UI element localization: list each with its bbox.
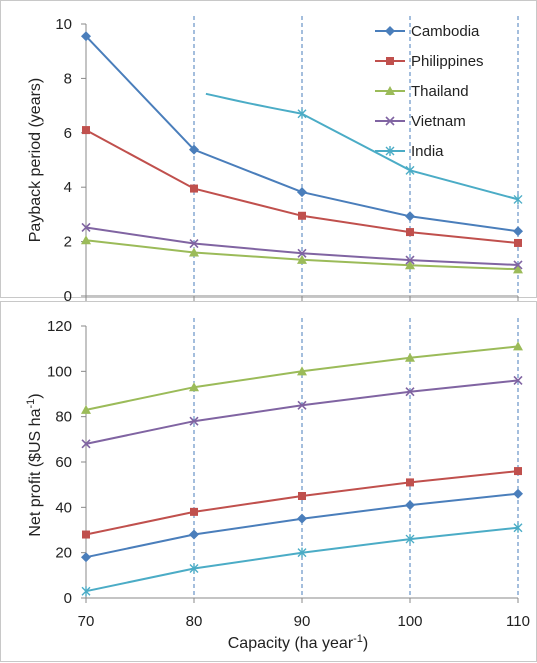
y-tick-label: 2 — [64, 234, 72, 251]
y-tick-label: 120 — [47, 318, 72, 335]
data-point-cambodia — [513, 488, 523, 499]
data-point-india — [297, 547, 307, 558]
top-panel-border — [0, 0, 537, 298]
x-tick-label: 80 — [186, 613, 203, 630]
top-y-axis-title: Payback period (years) — [27, 78, 44, 243]
y-tick-label: 40 — [55, 499, 72, 516]
data-point-thailand — [513, 341, 523, 351]
data-point-india — [405, 165, 415, 176]
data-point-india — [405, 534, 415, 545]
data-point-cambodia — [189, 144, 199, 155]
y-tick-label: 80 — [55, 409, 72, 426]
x-tick-label: 90 — [294, 613, 311, 630]
legend-marker-cambodia — [385, 26, 395, 36]
y-tick-label: 0 — [64, 288, 72, 305]
data-point-vietnam — [405, 387, 415, 397]
data-point-vietnam — [297, 248, 307, 258]
data-point-cambodia — [297, 513, 307, 524]
data-point-vietnam — [81, 439, 91, 449]
legend-label-india: India — [411, 143, 444, 160]
x-tick-label: 100 — [397, 613, 422, 630]
y-tick-label: 8 — [64, 70, 72, 87]
bottom-panel-border — [0, 301, 537, 662]
data-point-philippines — [298, 492, 306, 500]
data-point-philippines — [82, 126, 90, 135]
y-tick-label: 0 — [64, 590, 72, 607]
data-point-thailand — [189, 247, 199, 257]
data-point-cambodia — [81, 31, 91, 42]
data-point-vietnam — [189, 416, 199, 426]
data-point-vietnam — [81, 222, 91, 233]
data-point-india — [189, 563, 199, 574]
data-point-thailand — [405, 352, 415, 362]
y-tick-label: 4 — [64, 179, 72, 196]
data-point-india — [513, 522, 523, 533]
y-tick-label: 60 — [55, 454, 72, 471]
legend-marker-vietnam — [385, 116, 395, 126]
data-point-india — [297, 108, 307, 119]
data-point-vietnam — [189, 238, 199, 249]
data-point-cambodia — [297, 187, 307, 198]
data-point-philippines — [298, 211, 306, 220]
data-point-thailand — [513, 264, 523, 274]
data-point-india — [513, 194, 523, 205]
data-point-cambodia — [405, 500, 415, 511]
x-axis-title: Capacity (ha year-1) — [228, 633, 369, 652]
data-point-vietnam — [297, 400, 307, 410]
data-point-thailand — [81, 404, 91, 414]
legend-marker-thailand — [385, 86, 395, 95]
legend-label-cambodia: Cambodia — [411, 23, 480, 40]
x-tick-label: 70 — [78, 613, 95, 630]
legend-marker-philippines — [386, 57, 394, 65]
y-tick-label: 100 — [47, 363, 72, 380]
data-point-cambodia — [81, 552, 91, 563]
series-line-india — [205, 92, 519, 201]
y-tick-label: 20 — [55, 545, 72, 562]
data-point-philippines — [82, 530, 90, 539]
legend-label-philippines: Philippines — [411, 53, 484, 70]
y-tick-label: 10 — [55, 16, 72, 33]
payback-period-chart: Payback period (years) 0 2 4 6 8 10 Cambodia Ph… — [27, 16, 523, 305]
data-point-thailand — [189, 382, 199, 392]
y-tick-label: 6 — [64, 125, 72, 142]
data-point-thailand — [81, 235, 91, 245]
bottom-y-axis-title: Net profit ($US ha-1) — [25, 393, 44, 536]
legend-label-vietnam: Vietnam — [411, 113, 466, 130]
legend-marker-india — [385, 146, 395, 156]
data-point-philippines — [190, 184, 198, 193]
x-tick-label: 110 — [506, 613, 530, 630]
data-point-cambodia — [189, 529, 199, 540]
legend-label-thailand: Thailand — [411, 83, 469, 100]
net-profit-chart: Net profit ($US ha-1) Capacity (ha year-… — [25, 318, 530, 652]
data-point-vietnam — [513, 375, 523, 385]
data-point-thailand — [297, 366, 307, 376]
data-point-cambodia — [405, 211, 415, 222]
data-point-india — [81, 586, 91, 597]
data-point-thailand — [297, 254, 307, 264]
data-point-vietnam — [405, 255, 415, 265]
data-point-philippines — [190, 507, 198, 516]
data-point-philippines — [514, 238, 522, 247]
data-point-vietnam — [513, 260, 523, 270]
data-point-philippines — [406, 478, 414, 487]
data-point-philippines — [514, 467, 522, 476]
data-point-cambodia — [513, 226, 523, 237]
data-point-thailand — [405, 260, 415, 270]
data-point-philippines — [406, 228, 414, 237]
